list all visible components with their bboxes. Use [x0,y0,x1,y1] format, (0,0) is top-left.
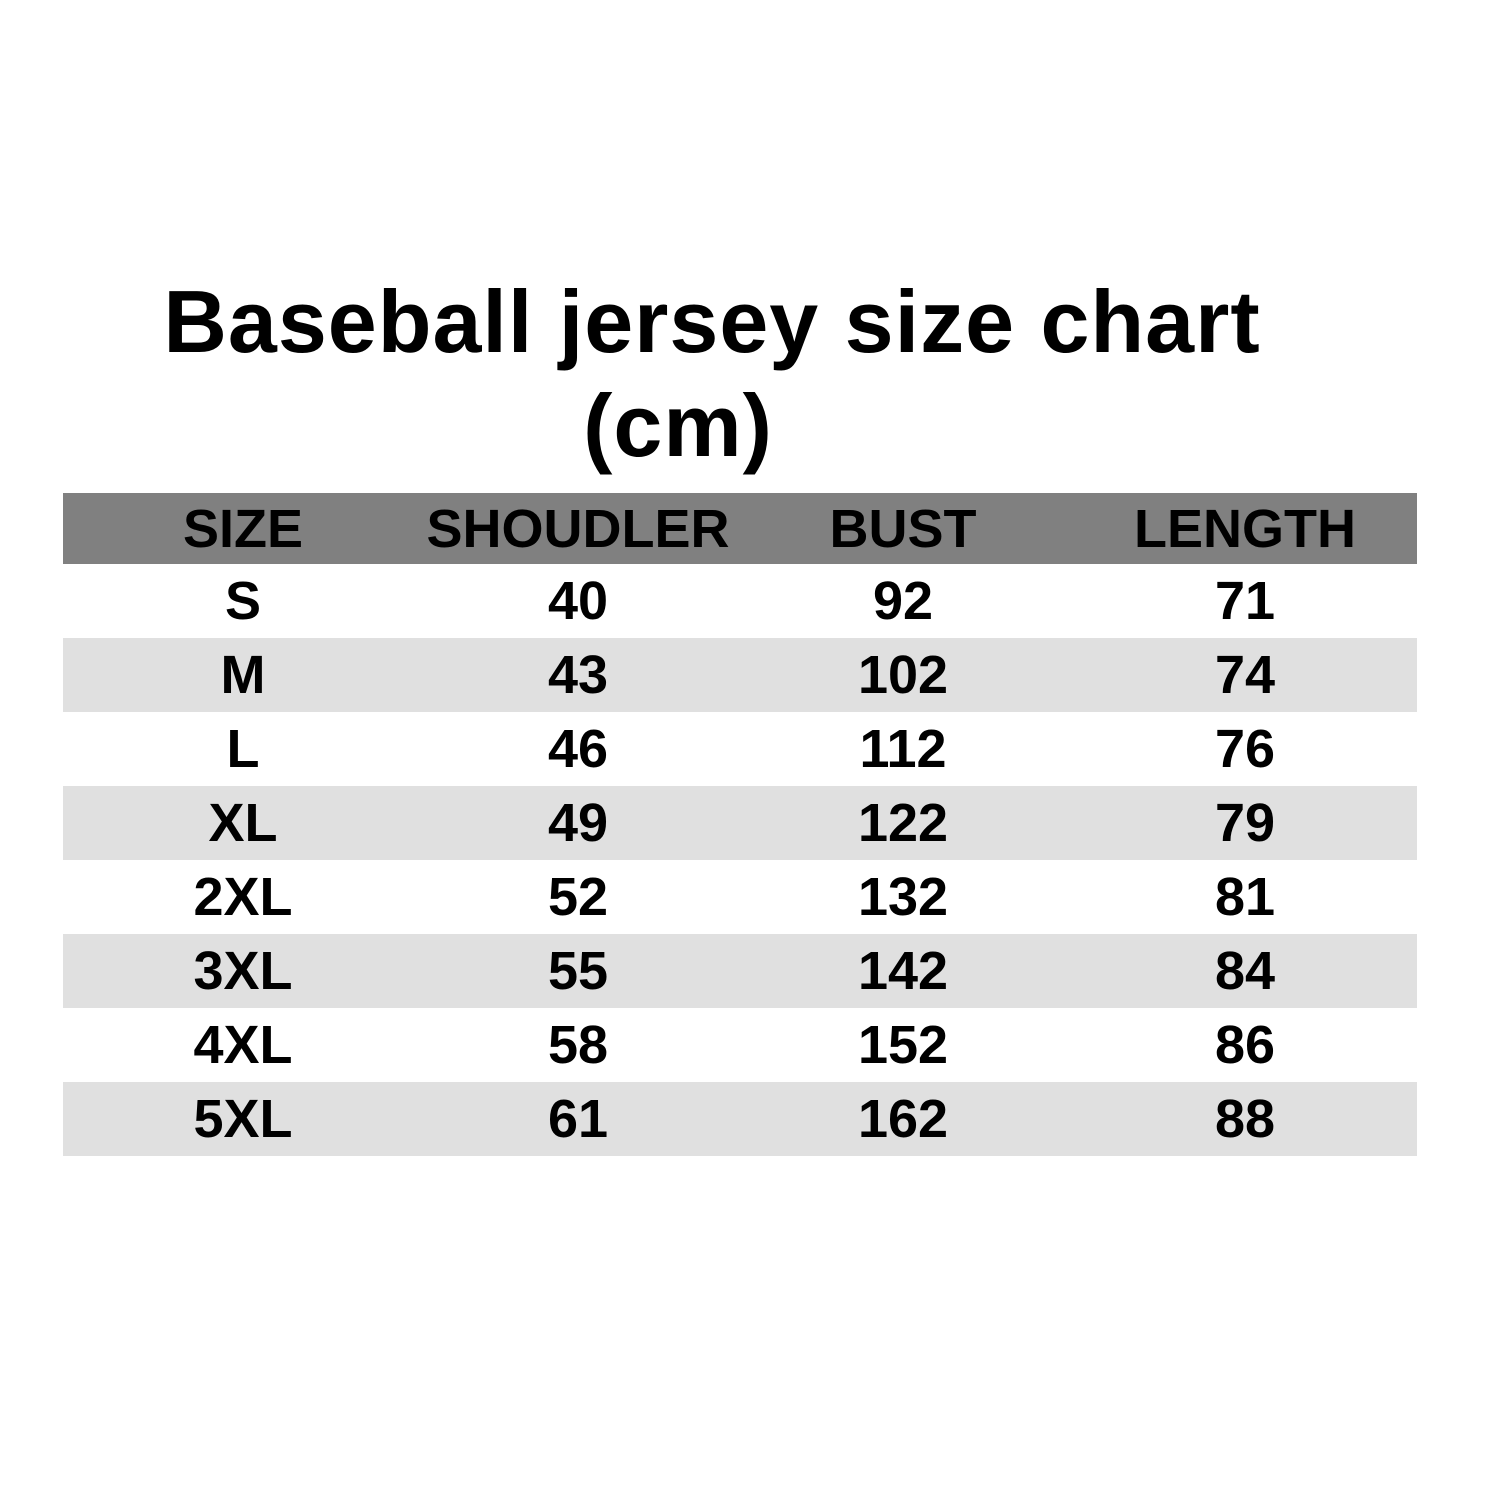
table-cell: 152 [857,1015,949,1075]
table-cell: 61 [423,1082,733,1156]
table-cell: 79 [1073,786,1417,860]
table-cell: 81 [1214,867,1276,927]
table-row: 5XL 61 162 88 [63,1082,1417,1156]
table-cell: S [224,571,262,631]
table-cell: 71 [1214,571,1276,631]
table-cell: 2XL [193,867,293,927]
table-row: 3XL 55 142 84 [63,934,1417,1008]
table-row: L 46 112 76 [63,712,1417,786]
table-cell: 132 [857,867,949,927]
page-subtitle-unit: (cm) [583,376,773,475]
table-cell: 84 [1073,934,1417,1008]
table-cell: 46 [547,719,609,779]
table-cell: 112 [859,719,947,779]
table-row: M 43 102 74 [63,638,1417,712]
column-header-length: LENGTH [1073,493,1417,564]
table-cell: L [226,719,260,779]
table-cell: 43 [423,638,733,712]
table-cell: 142 [733,934,1073,1008]
column-header-shoudler: SHOUDLER [423,493,733,564]
table-cell: 58 [547,1015,609,1075]
table-row: 2XL 52 132 81 [63,860,1417,934]
table-header-row: SIZE SHOUDLER BUST LENGTH [63,493,1417,564]
table-row: XL 49 122 79 [63,786,1417,860]
table-cell: XL [63,786,423,860]
table-cell: 5XL [63,1082,423,1156]
column-header-size: SIZE [63,493,423,564]
table-cell: 55 [423,934,733,1008]
size-table: SIZE SHOUDLER BUST LENGTH S 40 92 71 M 43 102 74 L 4… [63,493,1417,1156]
table-cell: 52 [547,867,609,927]
table-cell: 122 [733,786,1073,860]
table-cell: M [63,638,423,712]
column-header-bust: BUST [733,493,1073,564]
table-cell: 88 [1073,1082,1417,1156]
table-row: 4XL 58 152 86 [63,1008,1417,1082]
table-cell: 49 [423,786,733,860]
table-cell: 76 [1214,719,1276,779]
table-row: S 40 92 71 [63,564,1417,638]
table-cell: 74 [1073,638,1417,712]
table-cell: 86 [1214,1015,1276,1075]
page-title: Baseball jersey size chart [163,272,1261,371]
table-cell: 40 [547,571,609,631]
table-cell: 102 [733,638,1073,712]
table-cell: 162 [733,1082,1073,1156]
table-cell: 92 [872,571,934,631]
table-cell: 4XL [193,1015,293,1075]
table-cell: 3XL [63,934,423,1008]
